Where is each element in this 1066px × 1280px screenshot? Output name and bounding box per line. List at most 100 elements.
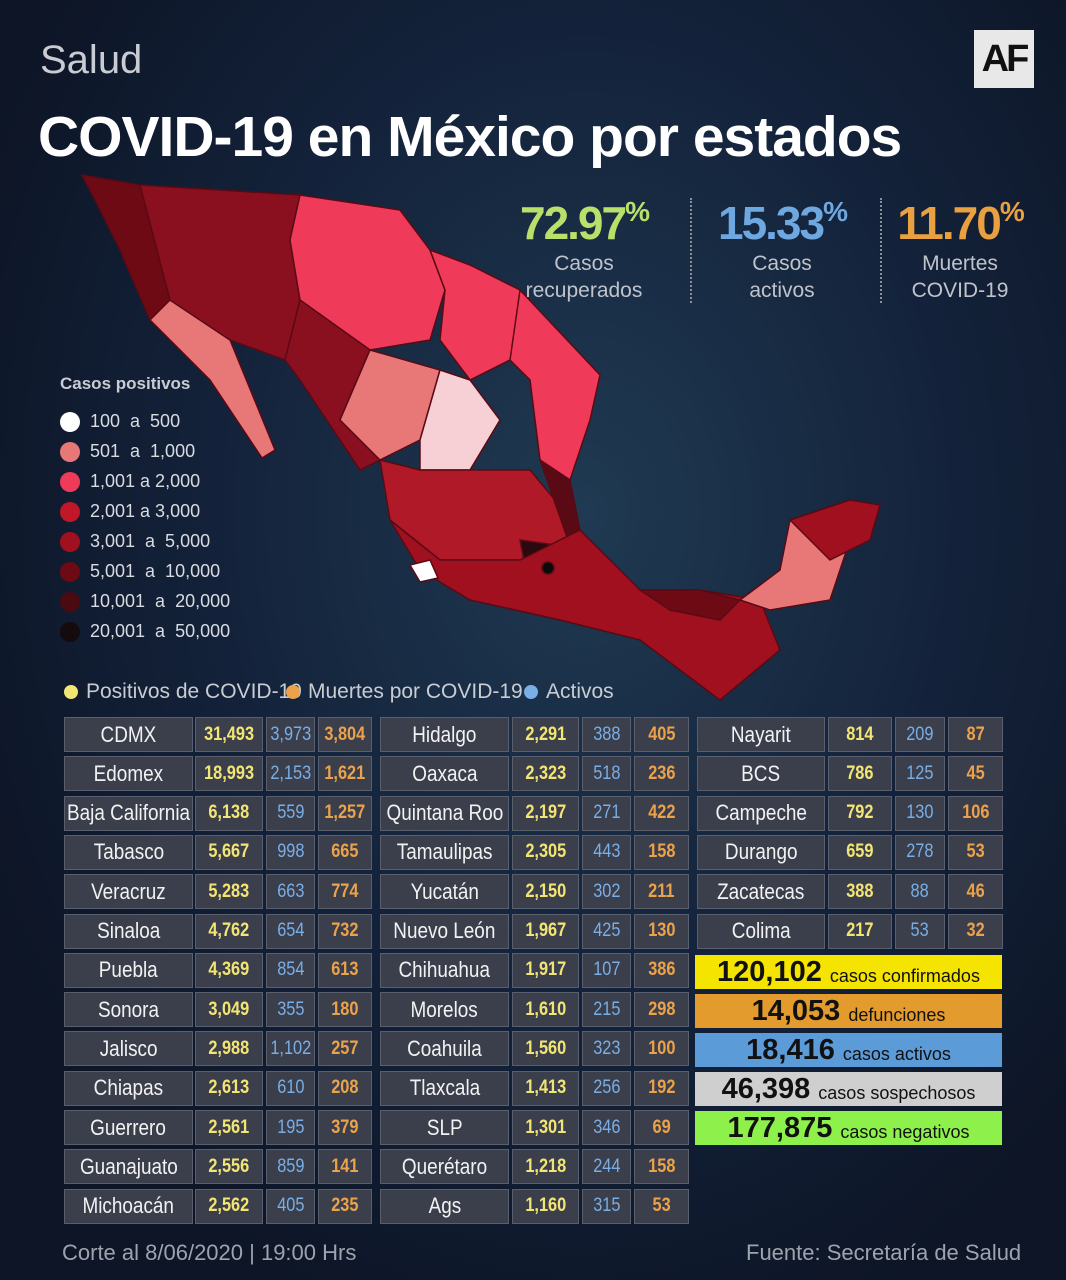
active: 405	[266, 1188, 315, 1224]
state-name: Colima	[697, 913, 825, 949]
deaths-text: 87	[966, 723, 985, 745]
legend-item: 20,001 a 50,000	[60, 621, 230, 642]
positives-text: 4,369	[208, 959, 250, 981]
active-text: 346	[592, 1116, 621, 1138]
state-name: Sonora	[64, 992, 193, 1028]
legend-swatch	[60, 531, 80, 552]
legend-swatch	[60, 621, 80, 642]
active: 3,973	[266, 717, 315, 752]
title: COVID-19 en México por estados	[38, 105, 902, 169]
legend-item: 501 a 1,000	[60, 441, 195, 462]
active: 346	[582, 1110, 631, 1145]
positives: 1,560	[512, 1031, 579, 1067]
positives-text: 2,613	[208, 1077, 250, 1099]
legend-label: 2,001 a 3,000	[90, 501, 201, 521]
footer-cut: Corte al 8/06/2020 | 19:00 Hrs	[62, 1240, 357, 1265]
state-name: Jalisco	[64, 1031, 193, 1067]
total: 46,398 casos sospechosos	[695, 1072, 1002, 1106]
state-name: Baja California	[64, 795, 193, 831]
deaths: 422	[634, 795, 689, 831]
active-text: 209	[906, 723, 934, 745]
legend-label: 3,001 a 5,000	[90, 531, 211, 551]
active: 302	[582, 874, 631, 910]
active: 107	[582, 952, 631, 988]
state-name-text: Baja California	[66, 800, 191, 826]
deaths-text: 53	[652, 1195, 671, 1217]
deaths-text: 405	[647, 723, 676, 745]
deaths: 87	[948, 717, 1003, 752]
deaths-text: 158	[647, 841, 676, 863]
legend-item: 5,001 a 10,000	[60, 561, 220, 582]
state-name: Veracruz	[64, 874, 193, 910]
active: 998	[266, 834, 315, 870]
state-name-text: Tlaxcala	[409, 1075, 480, 1101]
state-name: Hidalgo	[380, 717, 509, 752]
positives: 1,917	[512, 952, 579, 988]
state-name-text: Guerrero	[90, 1114, 167, 1140]
legend-label: 10,001 a 20,000	[90, 591, 231, 611]
total-label: defunciones	[848, 1004, 946, 1025]
state-name: Tlaxcala	[380, 1070, 509, 1106]
state-name-text: Querétaro	[401, 1153, 488, 1179]
active-text: 323	[592, 1037, 621, 1059]
active: 130	[895, 795, 945, 831]
deaths-text: 379	[331, 1116, 359, 1138]
stat-unit: %	[999, 196, 1025, 227]
positives-text: 1,560	[525, 1037, 566, 1059]
state-name-text: BCS	[741, 760, 781, 786]
deaths: 665	[318, 834, 372, 870]
stat-label: activos	[749, 279, 815, 302]
active: 323	[582, 1031, 631, 1067]
deaths-text: 298	[647, 998, 676, 1020]
positives: 217	[828, 913, 892, 949]
positives: 2,562	[195, 1188, 263, 1224]
separator	[880, 198, 882, 303]
positives: 2,150	[512, 874, 579, 910]
active: 654	[266, 913, 315, 949]
total: 18,416 casos activos	[695, 1033, 1002, 1067]
state-name: Oaxaca	[380, 756, 509, 792]
total-number: 120,102	[717, 955, 822, 988]
stat-label: COVID-19	[911, 279, 1009, 302]
active-text: 355	[276, 998, 305, 1020]
active-text: 271	[592, 802, 621, 824]
state-name-text: Nayarit	[731, 721, 791, 747]
deaths-text: 665	[331, 841, 359, 863]
active: 1,102	[266, 1031, 315, 1067]
active-text: 256	[592, 1077, 621, 1099]
active-text: 998	[276, 841, 305, 863]
positives-text: 792	[846, 802, 874, 824]
positives-text: 814	[846, 723, 874, 745]
active: 518	[582, 756, 631, 792]
active-text: 244	[592, 1155, 621, 1177]
state-name: Sinaloa	[64, 913, 193, 949]
deaths: 158	[634, 1149, 689, 1185]
active-text: 443	[592, 841, 621, 863]
active: 278	[895, 834, 945, 870]
active: 256	[582, 1070, 631, 1106]
positives: 5,667	[195, 834, 263, 870]
deaths-text: 192	[647, 1077, 676, 1099]
legend-swatch	[60, 411, 80, 432]
state-name-text: Hidalgo	[412, 721, 477, 747]
deaths-text: 208	[331, 1077, 359, 1099]
positives: 2,561	[195, 1110, 263, 1145]
positives-text: 5,283	[208, 880, 250, 902]
active-text: 215	[592, 998, 621, 1020]
stat-unit: %	[823, 196, 848, 227]
key-item: Activos	[524, 680, 614, 704]
positives: 2,988	[195, 1031, 263, 1067]
deaths-text: 236	[647, 762, 676, 784]
deaths: 405	[634, 717, 689, 752]
positives: 2,305	[512, 834, 579, 870]
positives-text: 1,218	[525, 1155, 566, 1177]
map	[80, 174, 881, 701]
deaths-text: 257	[331, 1037, 359, 1059]
positives-text: 1,917	[525, 959, 566, 981]
positives: 2,323	[512, 756, 579, 792]
state-name-text: Michoacán	[82, 1193, 175, 1219]
positives: 4,762	[195, 913, 263, 949]
deaths: 53	[948, 834, 1003, 870]
deaths: 208	[318, 1070, 372, 1106]
